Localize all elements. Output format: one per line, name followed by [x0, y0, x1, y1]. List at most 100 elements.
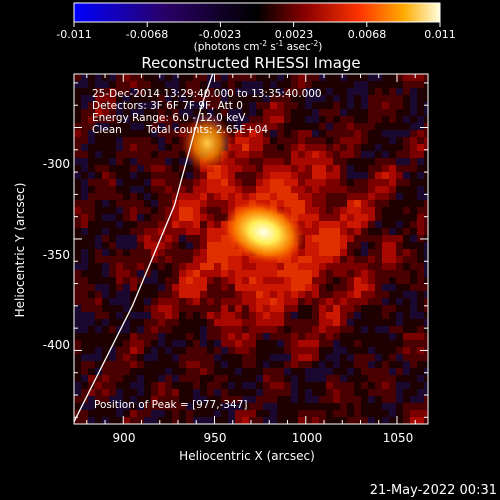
heatmap-cell [263, 375, 271, 383]
heatmap-cell [165, 417, 173, 424]
heatmap-cell [249, 340, 257, 348]
heatmap-cell [333, 249, 341, 257]
heatmap-cell [186, 235, 194, 243]
heatmap-cell [417, 389, 425, 397]
heatmap-cell [235, 137, 243, 145]
heatmap-cell [347, 291, 355, 299]
heatmap-cell [74, 88, 82, 96]
heatmap-cell [186, 340, 194, 348]
heatmap-cell [410, 333, 418, 341]
heatmap-cell [137, 389, 145, 397]
heatmap-cell [298, 74, 306, 82]
heatmap-cell [319, 95, 327, 103]
heatmap-cell [165, 95, 173, 103]
heatmap-cell [172, 102, 180, 110]
heatmap-cell [347, 270, 355, 278]
heatmap-cell [333, 389, 341, 397]
heatmap-cell [116, 410, 124, 418]
heatmap-cell [193, 319, 201, 327]
heatmap-cell [361, 312, 369, 320]
heatmap-cell [284, 375, 292, 383]
heatmap-cell [263, 186, 271, 194]
colorbar-tick-0: -0.011 [56, 28, 91, 41]
heatmap-cell [354, 186, 362, 194]
heatmap-cell [298, 403, 306, 411]
heatmap-cell [312, 312, 320, 320]
heatmap-cell [172, 410, 180, 418]
heatmap-cell [361, 88, 369, 96]
heatmap-cell [172, 375, 180, 383]
heatmap-cell [249, 102, 257, 110]
heatmap-cell [109, 116, 117, 124]
heatmap-cell [403, 382, 411, 390]
heatmap-cell [123, 347, 131, 355]
heatmap-cell [228, 354, 236, 362]
heatmap-cell [410, 298, 418, 306]
heatmap-cell [228, 172, 236, 180]
heatmap-cell [207, 305, 215, 313]
heatmap-cell [256, 186, 264, 194]
heatmap-cell [375, 312, 383, 320]
heatmap-cell [144, 242, 152, 250]
heatmap-cell [396, 130, 404, 138]
heatmap-cell [179, 368, 187, 376]
heatmap-cell [123, 88, 131, 96]
heatmap-cell [263, 151, 271, 159]
heatmap-cell [214, 242, 222, 250]
heatmap-cell [165, 242, 173, 250]
heatmap-cell [326, 410, 334, 418]
heatmap-cell [284, 186, 292, 194]
heatmap-cell [158, 249, 166, 257]
heatmap-cell [81, 235, 89, 243]
heatmap-cell [207, 221, 215, 229]
heatmap-cell [396, 277, 404, 285]
heatmap-cell [424, 382, 428, 390]
heatmap-cell [361, 137, 369, 145]
heatmap-cell [270, 137, 278, 145]
heatmap-cell [361, 417, 369, 424]
heatmap-cell [396, 186, 404, 194]
heatmap-cell [375, 403, 383, 411]
heatmap-cell [158, 368, 166, 376]
heatmap-cell [74, 172, 82, 180]
heatmap-cell [305, 165, 313, 173]
heatmap-cell [116, 396, 124, 404]
heatmap-cell [375, 333, 383, 341]
heatmap-cell [158, 403, 166, 411]
heatmap-cell [263, 109, 271, 117]
heatmap-cell [396, 403, 404, 411]
heatmap-cell [424, 74, 428, 82]
heatmap-cell [312, 88, 320, 96]
heatmap-cell [165, 144, 173, 152]
heatmap-cell [319, 242, 327, 250]
heatmap-cell [263, 74, 271, 82]
heatmap-cell [95, 249, 103, 257]
heatmap-cell [410, 347, 418, 355]
heatmap-cell [74, 382, 82, 390]
heatmap-cell [389, 130, 397, 138]
heatmap-cell [326, 137, 334, 145]
heatmap-cell [235, 116, 243, 124]
heatmap-cell [109, 410, 117, 418]
heatmap-cell [333, 165, 341, 173]
heatmap-cell [382, 137, 390, 145]
heatmap-cell [207, 207, 215, 215]
heatmap-cell [144, 256, 152, 264]
heatmap-cell [284, 109, 292, 117]
heatmap-cell [361, 284, 369, 292]
heatmap-cell [88, 256, 96, 264]
heatmap-cell [291, 319, 299, 327]
heatmap-cell [403, 193, 411, 201]
heatmap-cell [81, 123, 89, 131]
heatmap-cell [340, 382, 348, 390]
heatmap-cell [256, 193, 264, 201]
heatmap-cell [389, 186, 397, 194]
heatmap-cell [368, 123, 376, 131]
colorbar-tick-1: -0.0068 [126, 28, 168, 41]
heatmap-cell [88, 207, 96, 215]
heatmap-cell [172, 340, 180, 348]
heatmap-cell [81, 354, 89, 362]
heatmap-cell [270, 291, 278, 299]
heatmap-cell [144, 298, 152, 306]
heatmap-cell [361, 333, 369, 341]
